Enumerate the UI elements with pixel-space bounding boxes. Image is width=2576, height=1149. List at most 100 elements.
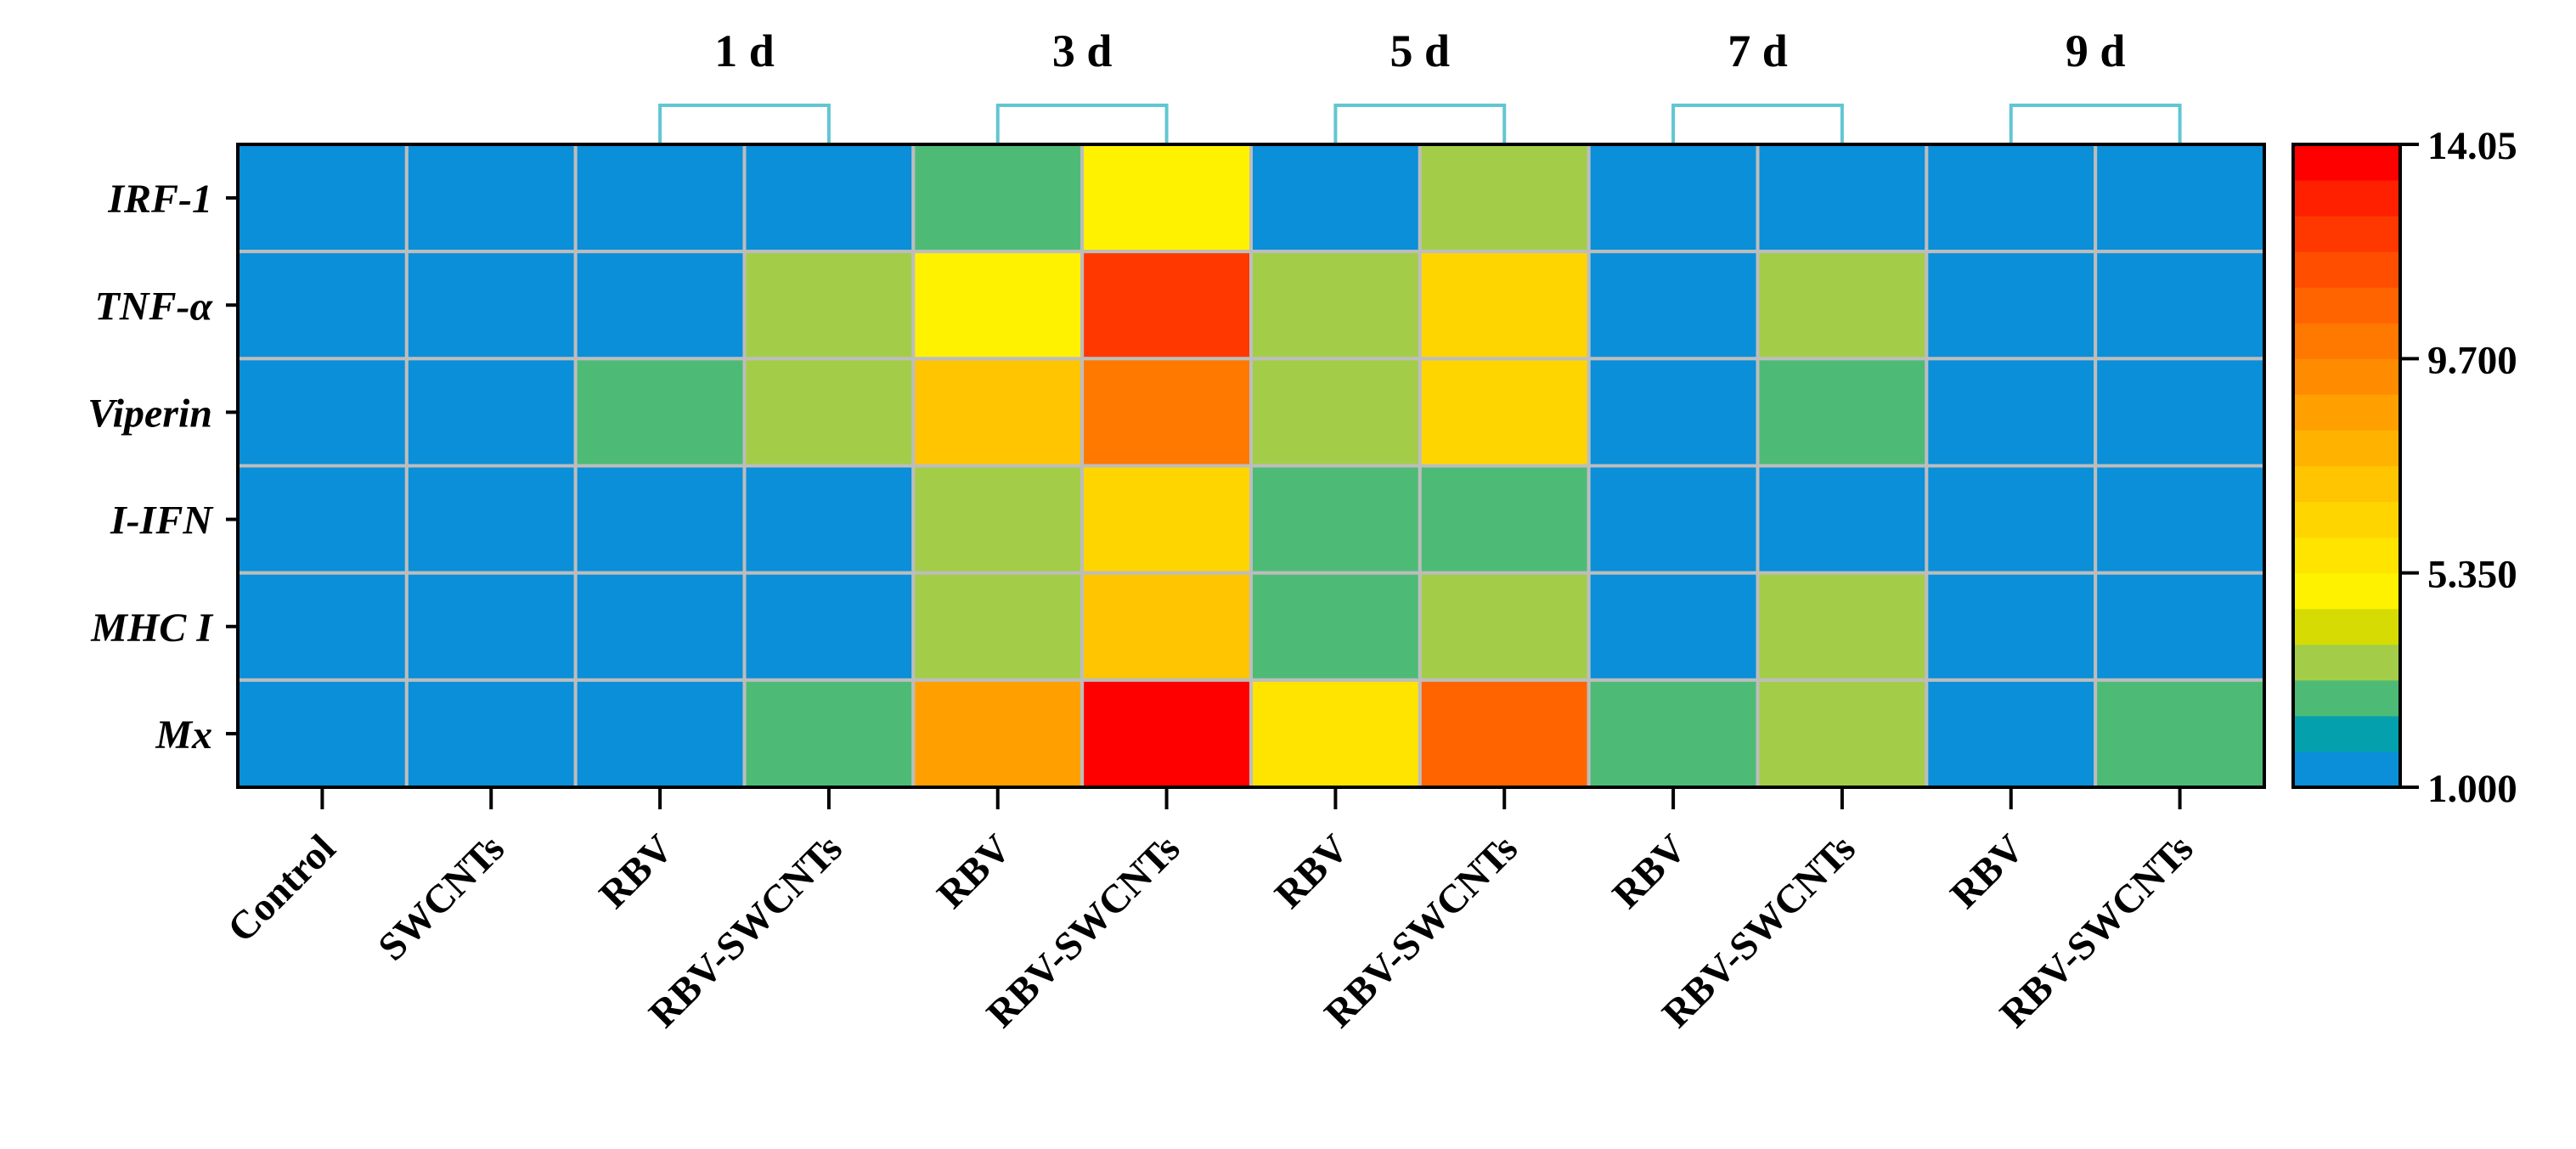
heatmap-cell <box>1587 250 1760 361</box>
heatmap-cell <box>1587 143 1760 254</box>
heatmap-cell <box>911 678 1085 789</box>
heatmap-cell <box>573 250 747 361</box>
group-bracket <box>658 104 831 143</box>
heatmap-cell <box>1756 250 1929 361</box>
heatmap-cell <box>1249 250 1422 361</box>
heatmap-cell <box>404 678 578 789</box>
group-bracket <box>1333 104 1507 143</box>
group-bracket <box>995 104 1169 143</box>
colorbar-frame <box>2291 143 2402 789</box>
heatmap-cell <box>1418 571 1591 682</box>
colorbar-segment <box>2293 251 2400 288</box>
heatmap-cell <box>573 464 747 575</box>
heatmap-cell <box>1587 357 1760 468</box>
heatmap-cell <box>236 678 409 789</box>
heatmap-cell <box>1418 250 1591 361</box>
x-tick-label: RBV <box>929 826 1020 917</box>
colorbar-tick-label: 1.000 <box>2427 767 2517 811</box>
heatmap-cell <box>1418 357 1591 468</box>
y-tick-label: TNF-α <box>94 284 213 329</box>
heatmap-cell <box>742 678 916 789</box>
y-tick-label: Viperin <box>87 391 212 436</box>
heatmap-cell <box>573 143 747 254</box>
heatmap-cell <box>1925 571 2098 682</box>
colorbar-segment <box>2293 323 2400 359</box>
y-tick-label: MHC I <box>90 605 214 651</box>
group-label: 7 d <box>1728 25 1788 76</box>
colorbar-tick-label: 14.05 <box>2427 124 2517 168</box>
heatmap-cell <box>236 250 409 361</box>
heatmap-cell <box>236 357 409 468</box>
colorbar-segment <box>2293 501 2400 538</box>
y-tick-label: I-IFN <box>110 498 214 544</box>
heatmap-cell <box>1249 678 1422 789</box>
heatmap-cell <box>1756 143 1929 254</box>
heatmap-cell <box>236 464 409 575</box>
group-bracket <box>1671 104 1844 143</box>
colorbar-segment <box>2293 430 2400 466</box>
heatmap-cell <box>1080 464 1253 575</box>
colorbar-segment <box>2293 679 2400 717</box>
group-bracket <box>2009 104 2182 143</box>
heatmap-cell <box>1587 571 1760 682</box>
colorbar-segment <box>2293 751 2400 788</box>
heatmap-cell <box>1756 464 1929 575</box>
group-label: 9 d <box>2066 25 2126 76</box>
heatmap-cell <box>1925 143 2098 254</box>
heatmap-cell <box>742 143 916 254</box>
colorbar-tick-label: 5.350 <box>2427 553 2517 597</box>
heatmap-cell <box>911 464 1085 575</box>
x-tick-label: RBV <box>1942 826 2033 917</box>
heatmap-cell <box>1249 464 1422 575</box>
heatmap-cell <box>404 464 578 575</box>
colorbar-segment <box>2293 358 2400 395</box>
colorbar-segment <box>2293 715 2400 752</box>
y-tick-label: Mx <box>155 712 212 758</box>
heatmap-cell <box>2094 143 2267 254</box>
heatmap-cell <box>1925 464 2098 575</box>
heatmap-cell <box>1587 464 1760 575</box>
colorbar-segment <box>2293 144 2400 181</box>
heatmap-cell <box>742 250 916 361</box>
heatmap-cell <box>1080 678 1253 789</box>
heatmap-cell <box>2094 678 2267 789</box>
heatmap-cell <box>911 143 1085 254</box>
heatmap-cell <box>573 678 747 789</box>
heatmap-cell <box>1080 250 1253 361</box>
colorbar-segment <box>2293 608 2400 645</box>
heatmap-cell <box>2094 357 2267 468</box>
plot-frame <box>236 143 2266 789</box>
heatmap-cell <box>1925 250 2098 361</box>
heatmap-cell <box>573 571 747 682</box>
heatmap-cell <box>404 143 578 254</box>
heatmap-cell <box>573 357 747 468</box>
group-label: 1 d <box>714 25 775 76</box>
colorbar-segment <box>2293 287 2400 324</box>
heatmap-cell <box>742 571 916 682</box>
heatmap-cell <box>236 571 409 682</box>
heatmap-cell <box>1756 678 1929 789</box>
heatmap-cell <box>1418 464 1591 575</box>
heatmap-cell <box>1418 143 1591 254</box>
heatmap-cell <box>2094 250 2267 361</box>
heatmap-cell <box>911 571 1085 682</box>
heatmap-cell <box>1249 357 1422 468</box>
heatmap-cell <box>1418 678 1591 789</box>
heatmap-cell <box>911 357 1085 468</box>
heatmap-cell <box>911 250 1085 361</box>
heatmap-cell <box>236 143 409 254</box>
colorbar-segment <box>2293 394 2400 431</box>
heatmap-cell <box>742 357 916 468</box>
heatmap-cell <box>1925 357 2098 468</box>
heatmap-cell <box>1080 357 1253 468</box>
heatmap-cell <box>1587 678 1760 789</box>
x-tick-label: RBV <box>1266 826 1357 917</box>
heatmap-cell <box>2094 464 2267 575</box>
heatmap-cell <box>1756 571 1929 682</box>
heatmap-cell <box>1080 143 1253 254</box>
heatmap-cell <box>742 464 916 575</box>
heatmap-cell <box>1249 143 1422 254</box>
colorbar-segment <box>2293 216 2400 252</box>
x-tick-label: SWCNTs <box>369 826 513 970</box>
